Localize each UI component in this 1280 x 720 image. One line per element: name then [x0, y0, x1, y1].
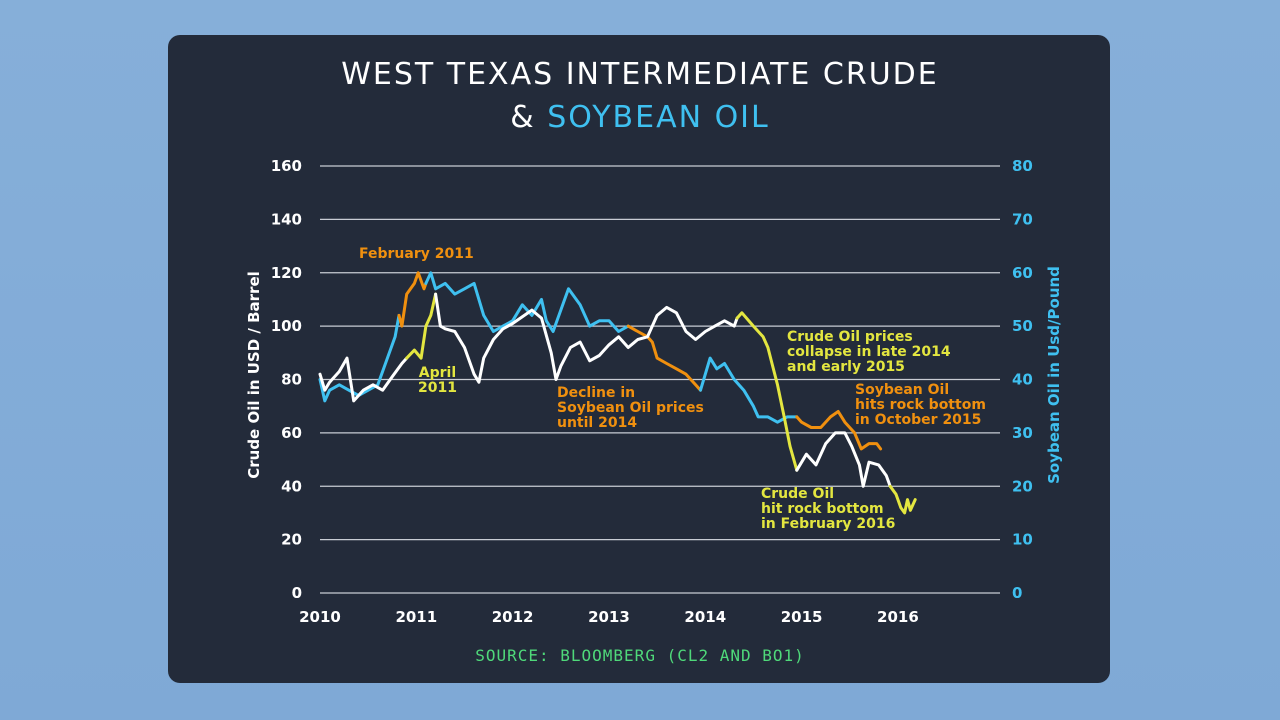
annotation-crudebottom: Crude Oil hit rock bottom in February 2016	[761, 487, 895, 532]
soybean-oil-line-segment	[397, 271, 428, 328]
chart-title-line2: & SOYBEAN OIL	[0, 100, 1280, 135]
chart-title-line1: WEST TEXAS INTERMEDIATE CRUDE	[341, 57, 939, 92]
annotation-line: and early 2015	[787, 359, 905, 375]
title-prefix: &	[510, 100, 548, 135]
x-tick-label: 2014	[684, 608, 726, 626]
crude-oil-line-segment	[795, 431, 892, 488]
y-tick-label-left: 0	[292, 584, 302, 602]
annotation-feb2011: February 2011	[359, 247, 474, 262]
y-axis-label-right: Soybean Oil in Usd/Pound	[1045, 266, 1063, 484]
y-tick-label-right: 80	[1012, 157, 1033, 175]
crude-oil-line-segment	[405, 292, 438, 360]
chart-panel	[168, 35, 1110, 683]
y-tick-label-right: 30	[1012, 424, 1033, 442]
annotation-line: in October 2015	[855, 412, 982, 428]
annotation-collapse: Crude Oil prices collapse in late 2014 and…	[787, 330, 951, 375]
x-tick-label: 2010	[299, 608, 341, 626]
y-tick-label-left: 160	[271, 157, 302, 175]
annotation-line: 2011	[418, 380, 457, 396]
soybean-oil-line-segment	[626, 324, 702, 392]
annotation-line: in February 2016	[761, 516, 896, 532]
y-tick-label-right: 60	[1012, 264, 1033, 282]
x-tick-label: 2016	[877, 608, 919, 626]
crude-oil-line-segment	[318, 356, 409, 403]
annotation-line: Decline in	[557, 385, 636, 401]
soybean-oil-line-segment	[795, 410, 883, 451]
x-tick-label: 2015	[781, 608, 823, 626]
annotation-decline: Decline in Soybean Oil prices until 2014	[557, 386, 704, 431]
y-tick-label-left: 40	[281, 477, 302, 495]
soybean-oil-line-segment	[699, 356, 799, 424]
annotation-line: February 2011	[359, 246, 474, 262]
y-tick-label-left: 100	[271, 317, 302, 335]
annotation-line: Crude Oil	[761, 486, 835, 502]
y-tick-label-right: 10	[1012, 531, 1033, 549]
y-tick-label-right: 20	[1012, 477, 1033, 495]
crude-oil-line-segment	[888, 484, 917, 515]
annotation-line: Crude Oil prices	[787, 329, 913, 345]
y-tick-label-left: 80	[281, 371, 302, 389]
x-tick-label: 2011	[395, 608, 437, 626]
y-tick-label-left: 120	[271, 264, 302, 282]
crude-oil-line-segment	[735, 311, 799, 472]
y-axis-label-left: Crude Oil in USD / Barrel	[245, 271, 263, 479]
y-tick-label-right: 50	[1012, 317, 1033, 335]
crude-oil-line-segment	[434, 292, 739, 384]
annotation-line: hit rock bottom	[761, 501, 884, 517]
annotation-line: April	[418, 365, 457, 381]
annotation-soybottom: Soybean Oil hits rock bottom in October 20…	[855, 383, 986, 428]
y-tick-label-right: 0	[1012, 584, 1022, 602]
title-highlight: SOYBEAN OIL	[547, 100, 770, 135]
x-tick-label: 2013	[588, 608, 630, 626]
y-tick-label-left: 140	[271, 210, 302, 228]
y-tick-label-left: 60	[281, 424, 302, 442]
y-tick-label-right: 70	[1012, 210, 1033, 228]
soybean-oil-line-segment	[318, 313, 401, 403]
annotation-apr2011: April 2011	[418, 366, 457, 396]
annotation-line: Soybean Oil	[855, 382, 950, 398]
annotation-line: until 2014	[557, 415, 638, 431]
annotation-line: collapse in late 2014	[787, 344, 951, 360]
y-tick-label-right: 40	[1012, 371, 1033, 389]
y-tick-label-left: 20	[281, 531, 302, 549]
annotation-line: Soybean Oil prices	[557, 400, 704, 416]
annotation-line: hits rock bottom	[855, 397, 986, 413]
source-note: SOURCE: BLOOMBERG (CL2 AND BO1)	[475, 646, 805, 665]
x-tick-label: 2012	[492, 608, 534, 626]
soybean-oil-line-segment	[424, 271, 630, 333]
